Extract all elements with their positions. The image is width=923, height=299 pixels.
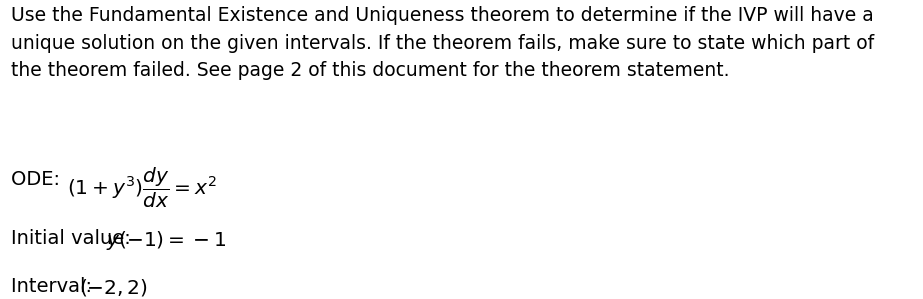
Text: $(1 + y^3)\dfrac{dy}{dx} = x^2$: $(1 + y^3)\dfrac{dy}{dx} = x^2$ [67, 166, 217, 210]
Text: Use the Fundamental Existence and Uniqueness theorem to determine if the IVP wil: Use the Fundamental Existence and Unique… [11, 6, 874, 80]
Text: ODE:: ODE: [11, 170, 66, 190]
Text: $(-2,2)$: $(-2,2)$ [79, 277, 149, 298]
Text: $y(-1) = -1$: $y(-1) = -1$ [106, 229, 226, 252]
Text: Interval:: Interval: [11, 277, 99, 296]
Text: Initial value:: Initial value: [11, 229, 138, 248]
